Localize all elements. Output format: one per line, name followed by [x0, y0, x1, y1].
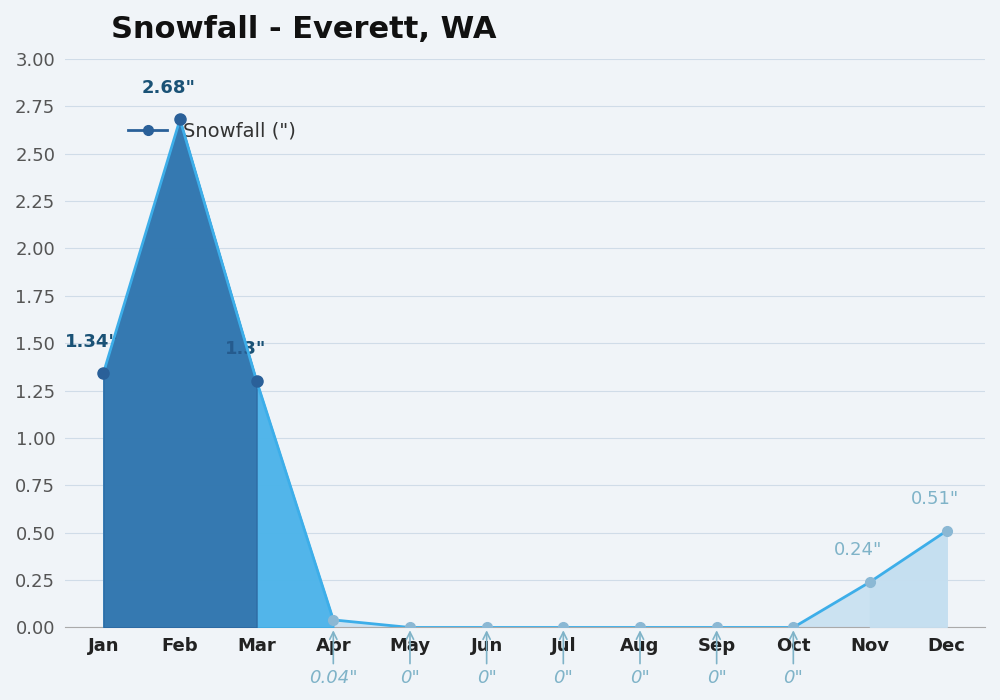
Text: 0": 0" [783, 632, 803, 687]
Text: Snowfall - Everett, WA: Snowfall - Everett, WA [111, 15, 496, 44]
Text: 0.24": 0.24" [834, 541, 883, 559]
Text: 2.68": 2.68" [141, 78, 195, 97]
Text: 0": 0" [630, 632, 650, 687]
Legend: Snowfall ("): Snowfall (") [121, 114, 304, 148]
Text: 0.51": 0.51" [911, 490, 959, 508]
Text: 0": 0" [400, 632, 420, 687]
Text: 0": 0" [477, 632, 497, 687]
Text: 0": 0" [553, 632, 573, 687]
Text: 0.04": 0.04" [309, 632, 358, 687]
Text: 1.34": 1.34" [65, 332, 119, 351]
Text: 0": 0" [707, 632, 727, 687]
Text: 1.3": 1.3" [224, 340, 266, 358]
